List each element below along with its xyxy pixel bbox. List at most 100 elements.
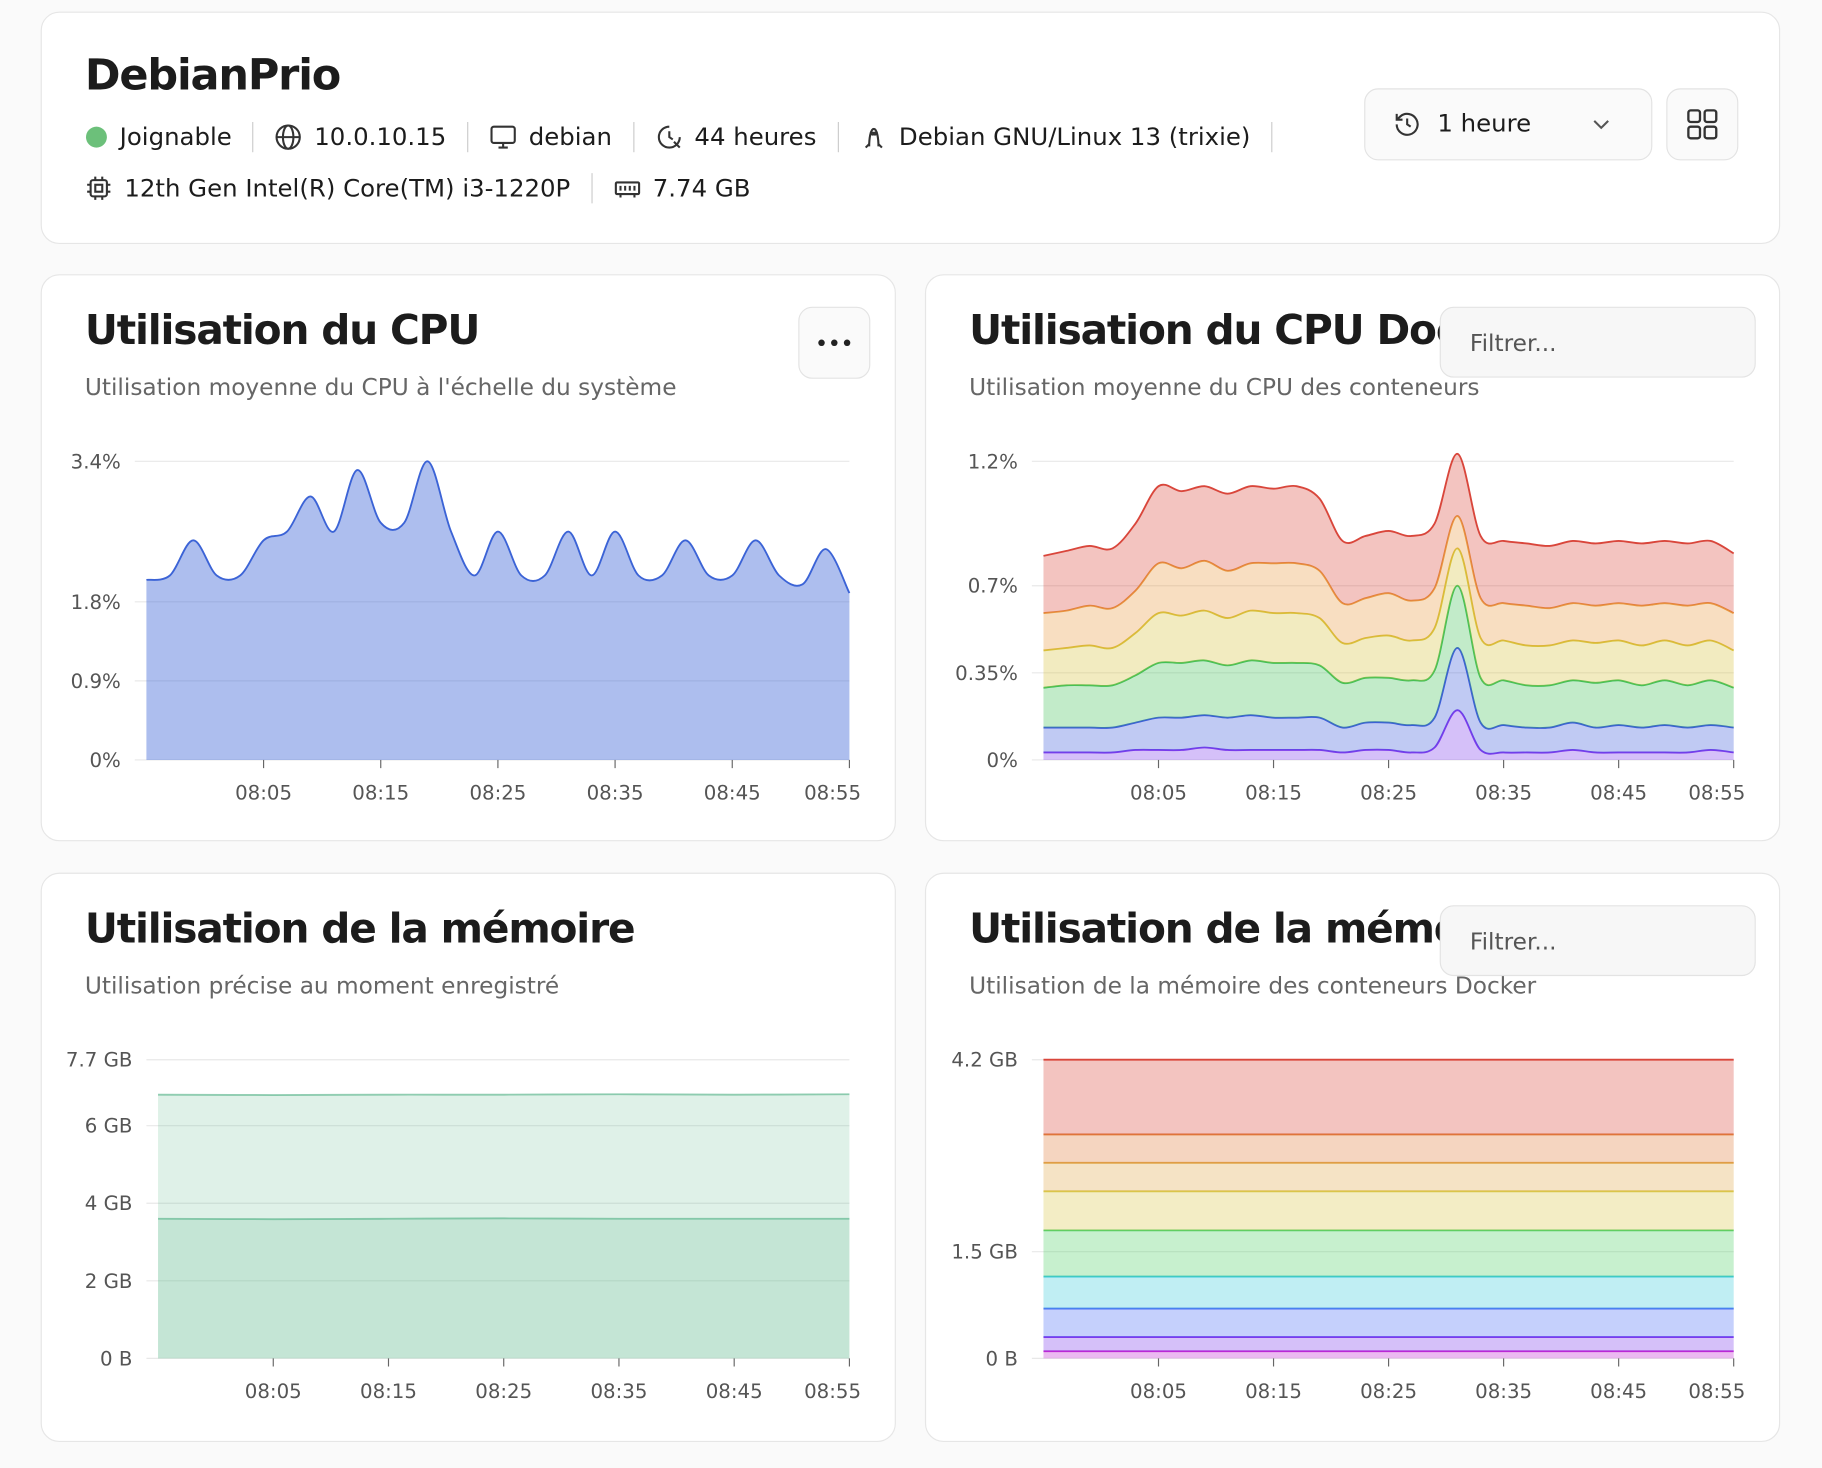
line (158, 1093, 850, 1096)
area (1043, 710, 1734, 760)
chart-card: 0 B 1.5 GB 4.2 GB 08:05 08:15 08:25 08:35 08:45… (924, 872, 1781, 1443)
line (1043, 709, 1734, 755)
monitor-icon (490, 125, 516, 149)
x-tick-label: 08:05 (1130, 781, 1187, 804)
x-tick-label: 08:45 (1590, 1380, 1647, 1403)
dots-icon (818, 339, 851, 347)
chart-subtitle: Utilisation moyenne du CPU à l'échelle d… (84, 372, 677, 401)
line (1043, 515, 1735, 615)
y-tick-label: 0% (90, 749, 121, 772)
header-card: DebianPrio Joignable 10.0.10.15 debian 4… (40, 11, 1781, 245)
y-tick-label: 2 GB (85, 1270, 133, 1293)
time-range-select[interactable]: 1 heure (1364, 88, 1653, 161)
y-tick-label: 1.2% (968, 450, 1018, 473)
chart: 0 B 2 GB 4 GB 6 GB 7.7 GB 08:05 08:15 08:25 08:3… (66, 1049, 861, 1403)
y-tick-label: 7.7 GB (66, 1049, 133, 1072)
separator (837, 122, 839, 153)
x-tick-label: 08:35 (1475, 1380, 1532, 1403)
chart-title: Utilisation du CPU (84, 307, 481, 355)
uptime: 44 heures (694, 123, 817, 152)
area (1043, 1230, 1734, 1277)
x-tick-label: 08:25 (1360, 1380, 1417, 1403)
x-tick-label: 08:05 (235, 781, 292, 804)
y-tick-label: 0 B (985, 1347, 1017, 1370)
chart-title: Utilisation de la mémoire (84, 906, 636, 953)
globe-icon (276, 124, 302, 150)
separator (252, 122, 254, 153)
chart: 0 B 1.5 GB 4.2 GB 08:05 08:15 08:25 08:35 08:45… (951, 1049, 1745, 1403)
history-icon (1395, 112, 1419, 136)
y-tick-label: 0 B (100, 1347, 132, 1370)
x-tick-label: 08:45 (706, 1380, 763, 1403)
x-tick-label: 08:45 (1590, 781, 1647, 804)
chart-subtitle: Utilisation moyenne du CPU des conteneur… (969, 372, 1480, 401)
y-tick-label: 4 GB (85, 1192, 133, 1215)
chart-title: Utilisation du CPU Docker (969, 307, 1530, 355)
chart-card: 0% 0.9% 1.8% 3.4% 08:05 08:15 08:25 08:35 08:45 0… (40, 274, 896, 842)
area (1043, 647, 1734, 754)
x-tick-label: 08:15 (1245, 1380, 1302, 1403)
x-tick-label: 08:15 (1245, 781, 1302, 804)
x-tick-label: 08:55 (804, 781, 861, 804)
area (1043, 1308, 1734, 1338)
area (1043, 548, 1734, 688)
os: Debian GNU/Linux 13 (trixie) (898, 123, 1251, 152)
x-tick-label: 08:35 (587, 781, 644, 804)
ip: 10.0.10.15 (314, 123, 447, 152)
memory-icon (614, 181, 640, 198)
line (146, 460, 851, 594)
clock-icon (657, 125, 681, 149)
separator (467, 122, 469, 153)
x-tick-label: 08:35 (1475, 781, 1532, 804)
layout-button[interactable] (1666, 88, 1739, 161)
area (158, 1094, 850, 1359)
x-tick-label: 08:35 (590, 1380, 647, 1403)
x-tick-label: 08:25 (469, 781, 526, 804)
x-tick-label: 08:25 (1360, 781, 1417, 804)
area (1043, 1351, 1734, 1359)
separator (632, 122, 635, 153)
x-tick-label: 08:55 (1688, 1380, 1745, 1403)
cpu-icon (87, 176, 111, 200)
more-button[interactable] (798, 306, 871, 379)
x-tick-label: 08:25 (475, 1380, 532, 1403)
area (1043, 453, 1734, 614)
area (1043, 1191, 1734, 1231)
area (158, 1218, 850, 1359)
chart-subtitle: Utilisation précise au moment enregistré (84, 971, 560, 1000)
line (1043, 547, 1735, 652)
chart: 0% 0.35% 0.7% 1.2% 08:05 08:15 08:25 08:35 08:45… (955, 450, 1745, 804)
y-tick-label: 0.7% (968, 575, 1018, 598)
area (1043, 1276, 1734, 1309)
x-tick-label: 08:15 (360, 1380, 417, 1403)
chevron (1593, 120, 1609, 130)
linux-icon (864, 127, 883, 149)
cpu-model: 12th Gen Intel(R) Core(TM) i3-1220P (124, 174, 571, 203)
x-tick-label: 08:45 (704, 781, 761, 804)
info-row: Joignable 10.0.10.15 debian 44 heures De… (85, 122, 1294, 153)
filter-input[interactable]: Filtrer... (1439, 306, 1756, 378)
line (158, 1217, 850, 1221)
area (146, 461, 850, 760)
hostname: debian (528, 123, 612, 152)
area (1043, 1162, 1734, 1192)
y-tick-label: 6 GB (85, 1115, 133, 1138)
line (1043, 584, 1735, 689)
y-tick-label: 4.2 GB (951, 1049, 1018, 1072)
memory-total: 7.74 GB (652, 174, 751, 203)
x-tick-label: 08:05 (245, 1380, 302, 1403)
time-range: 1 heure (1437, 109, 1532, 138)
separator (1271, 122, 1273, 153)
area (1043, 585, 1734, 729)
line (1043, 452, 1735, 557)
grid-icon (1687, 109, 1718, 140)
filter-input[interactable]: Filtrer... (1439, 905, 1756, 977)
y-tick-label: 1.5 GB (951, 1241, 1018, 1264)
chart-card: 0% 0.35% 0.7% 1.2% 08:05 08:15 08:25 08:35 08:45… (924, 274, 1781, 842)
status-dot (85, 126, 107, 148)
x-tick-label: 08:15 (352, 781, 409, 804)
info-row: 12th Gen Intel(R) Core(TM) i3-1220P 7.74… (85, 173, 751, 204)
y-tick-label: 1.8% (71, 591, 121, 614)
